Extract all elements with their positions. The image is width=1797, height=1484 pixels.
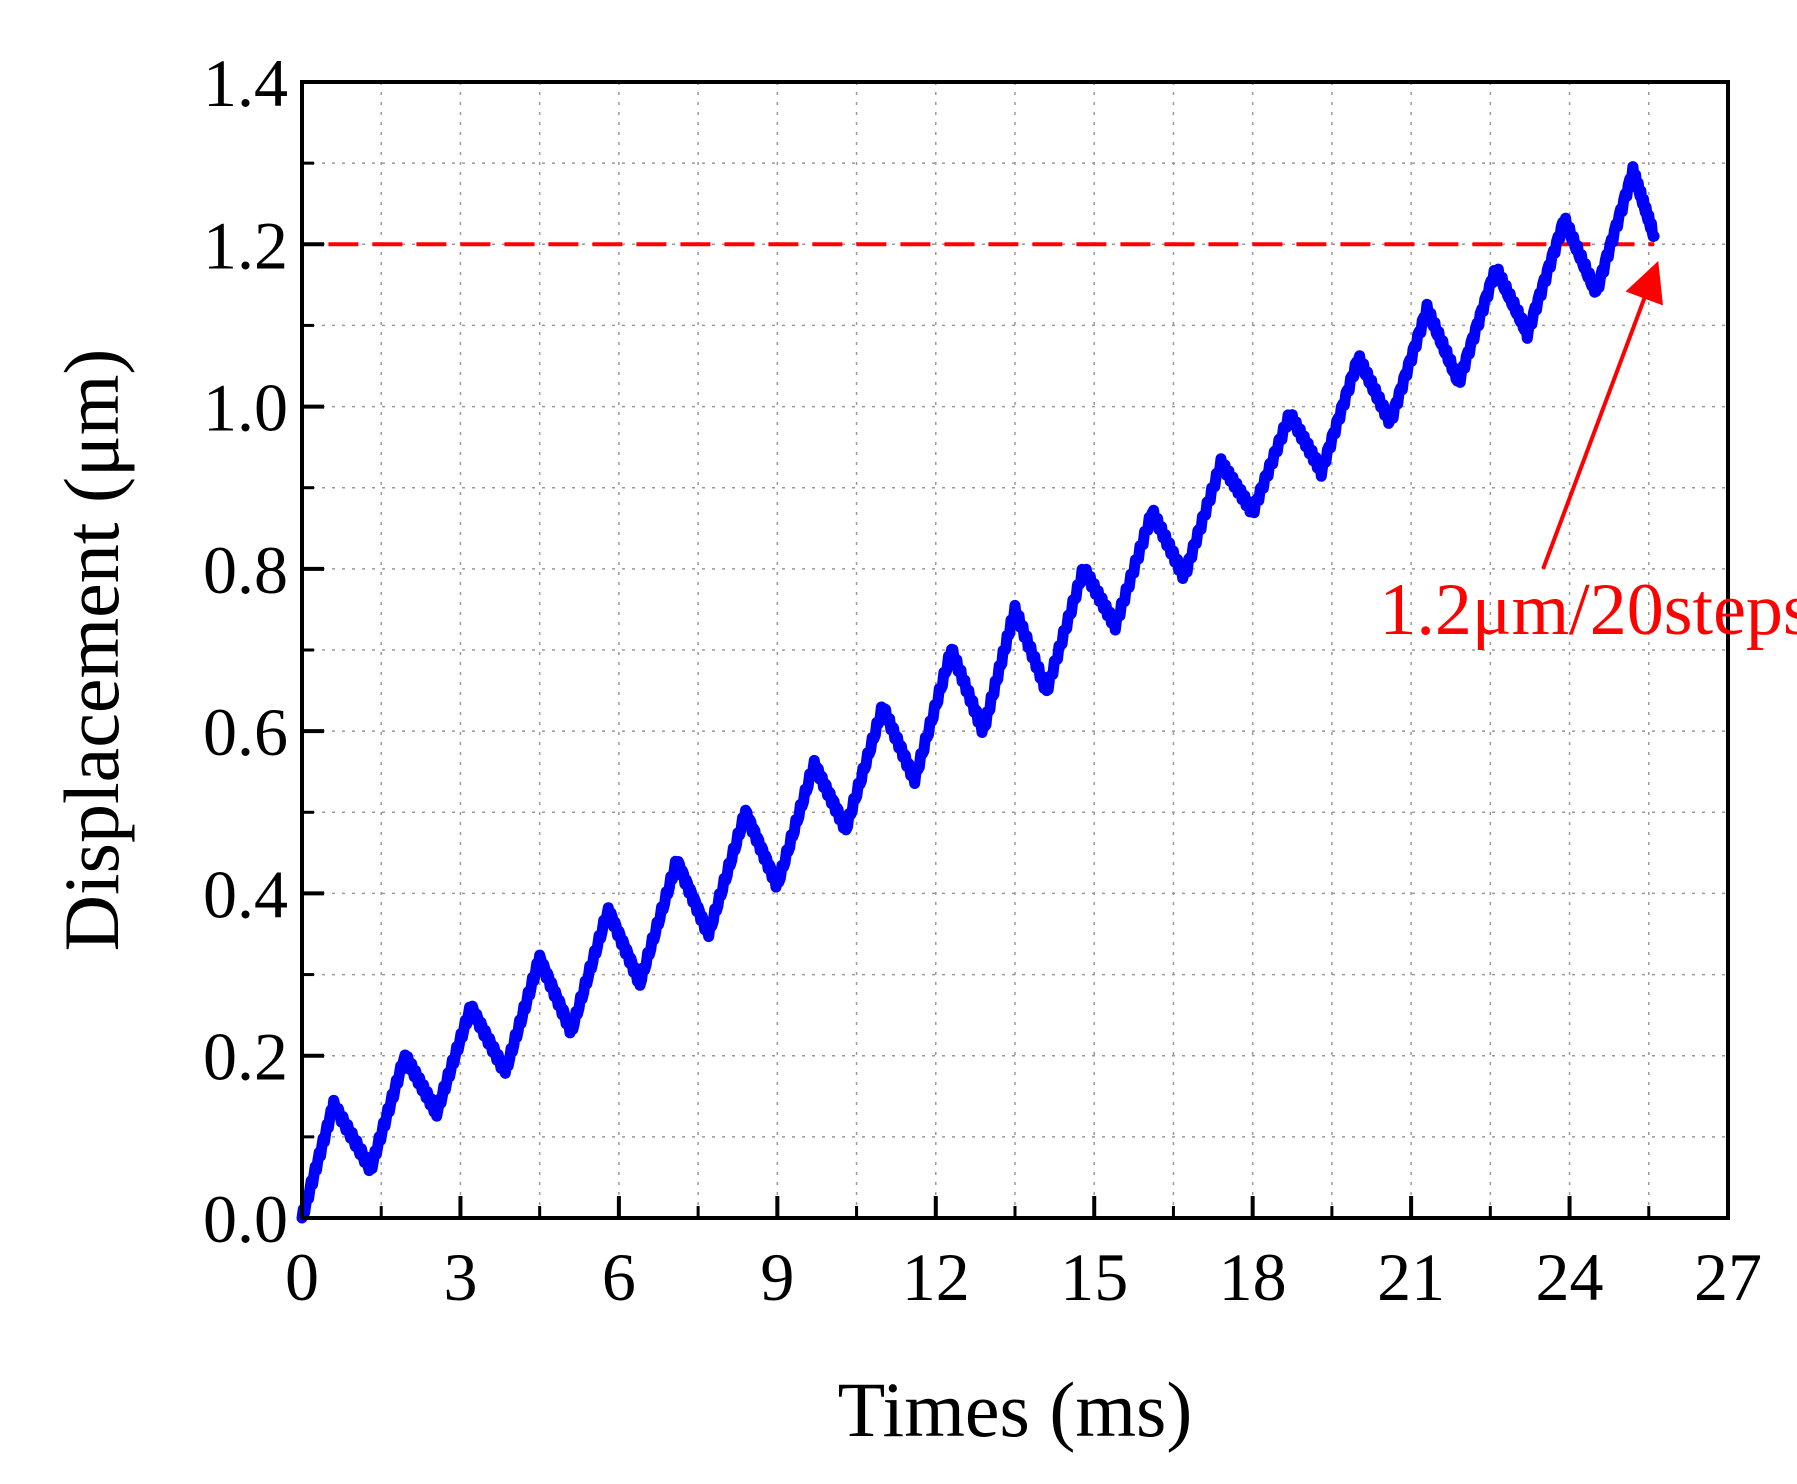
y-tick-label: 0.4 xyxy=(203,856,288,932)
x-tick-label: 18 xyxy=(1219,1239,1287,1315)
y-tick-label: 0.0 xyxy=(203,1181,288,1257)
x-tick-label: 3 xyxy=(443,1239,477,1315)
x-axis-title: Times (ms) xyxy=(838,1366,1193,1453)
annotation-label: 1.2μm/20steps xyxy=(1379,569,1797,651)
series-line-displacement xyxy=(296,161,1660,1224)
y-tick-label: 1.2 xyxy=(203,207,288,283)
y-axis-title: Displacement (μm) xyxy=(48,349,135,952)
tick-labels: 0 3 6 9 12 15 18 21 24 27 0.0 0.2 0.4 0.6 0.8 1.0 1.2 1.4 xyxy=(203,45,1762,1315)
x-tick-label: 12 xyxy=(902,1239,970,1315)
x-tick-label: 21 xyxy=(1377,1239,1445,1315)
x-tick-label: 6 xyxy=(602,1239,636,1315)
annotation-arrow xyxy=(1541,261,1663,570)
y-tick-label: 0.2 xyxy=(203,1019,288,1095)
y-tick-label: 0.6 xyxy=(203,694,288,770)
y-tick-label: 1.4 xyxy=(203,45,288,121)
annotations: 1.2μm/20steps xyxy=(1379,261,1797,651)
x-tick-label: 9 xyxy=(760,1239,794,1315)
x-tick-label: 0 xyxy=(285,1239,319,1315)
series-layer xyxy=(296,161,1660,1224)
x-tick-label: 15 xyxy=(1060,1239,1128,1315)
y-tick-label: 1.0 xyxy=(203,370,288,446)
axes xyxy=(300,80,1730,1220)
y-tick-label: 0.8 xyxy=(203,532,288,608)
x-tick-label: 24 xyxy=(1536,1239,1604,1315)
x-tick-label: 27 xyxy=(1694,1239,1762,1315)
